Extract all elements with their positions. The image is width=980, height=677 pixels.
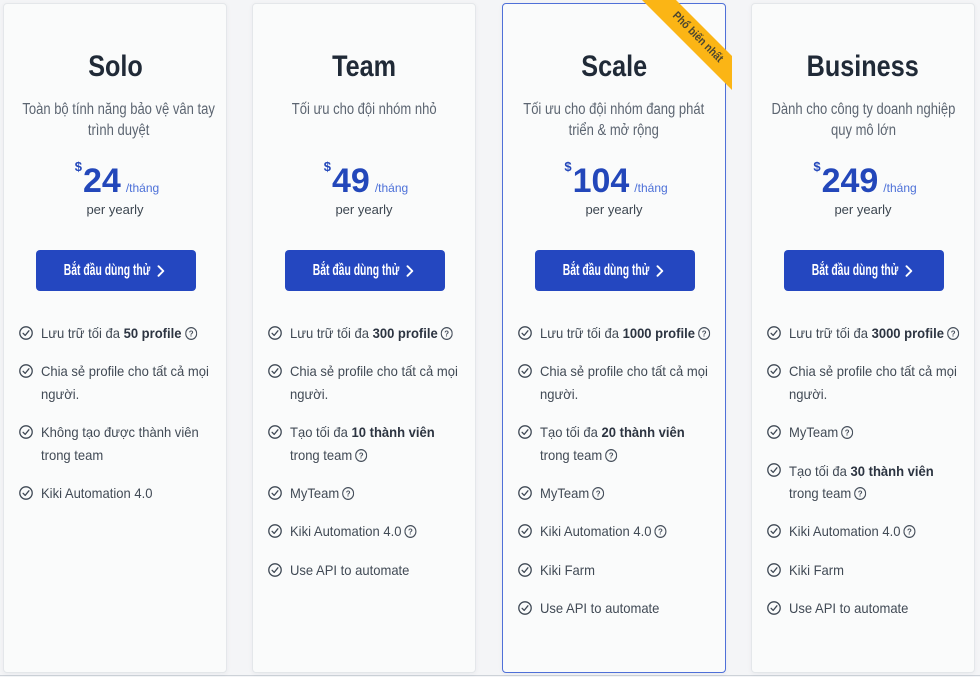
svg-text:?: ? <box>444 329 449 338</box>
svg-text:?: ? <box>845 428 850 437</box>
svg-text:?: ? <box>950 329 955 338</box>
svg-text:?: ? <box>658 528 663 537</box>
svg-text:?: ? <box>596 489 601 498</box>
svg-text:?: ? <box>609 451 614 460</box>
svg-text:?: ? <box>701 329 706 338</box>
svg-text:?: ? <box>359 451 364 460</box>
svg-text:?: ? <box>858 489 863 498</box>
svg-text:Phổ biến nhất: Phổ biến nhất <box>670 10 725 65</box>
svg-text:?: ? <box>408 528 413 537</box>
svg-text:?: ? <box>346 489 351 498</box>
svg-text:?: ? <box>188 329 193 338</box>
svg-text:?: ? <box>907 528 912 537</box>
